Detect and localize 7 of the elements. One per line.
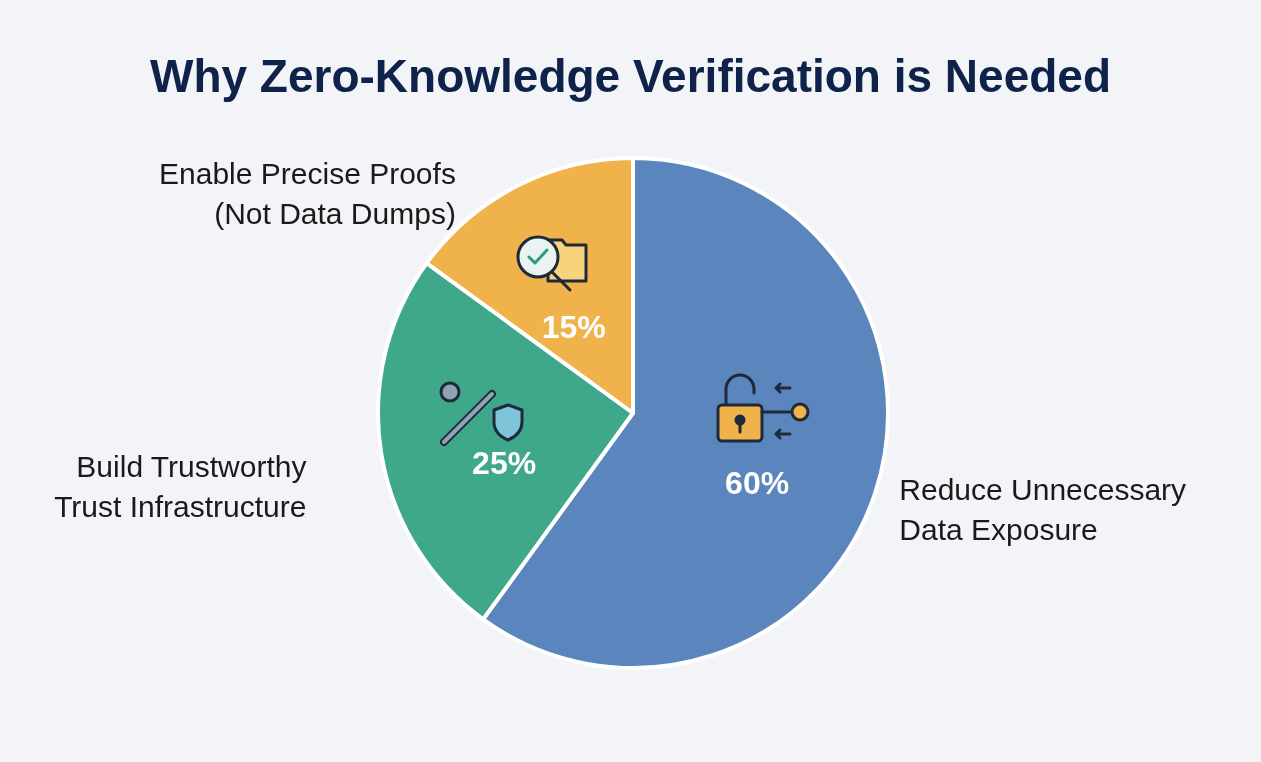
data-label: 25% <box>472 445 537 482</box>
slice-label: Enable Precise Proofs (Not Data Dumps) <box>159 157 456 231</box>
data-label: 60% <box>725 465 790 502</box>
chart-title: Why Zero-Knowledge Verification is Needed <box>149 50 1112 102</box>
data-label: 15% <box>541 308 606 345</box>
slice-label: Reduce Unnecessary Data Exposure <box>899 473 1187 547</box>
slice-label: Build Trustworthy Trust Infrastructure <box>54 450 307 524</box>
